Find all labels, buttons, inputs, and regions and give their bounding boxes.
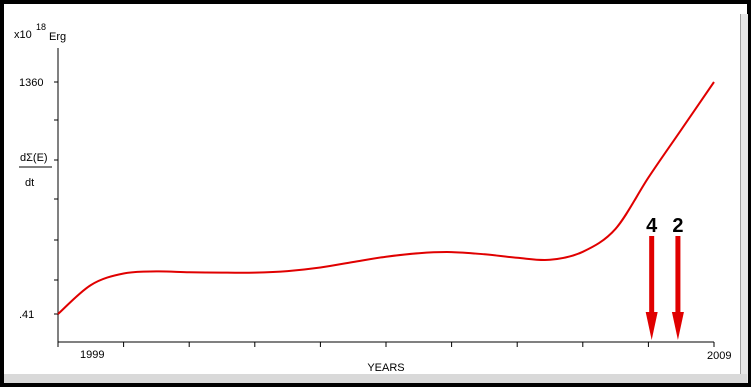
x-tick-label: 2009 (707, 350, 731, 362)
frame-bottom-edge (4, 374, 747, 383)
marker-arrow: 2 (671, 215, 684, 340)
unit-exponent: 18 (36, 22, 46, 32)
marker-head (645, 312, 658, 340)
unit-prefix: x10 (14, 29, 32, 41)
frame-right-edge (740, 14, 748, 383)
y-minor-ticks (54, 81, 58, 315)
marker-label: 2 (672, 215, 683, 237)
unit-suffix: Erg (49, 31, 66, 43)
x-tick-label: 1999 (80, 349, 104, 361)
ylabel-denominator: dt (25, 177, 34, 189)
marker-shaft (675, 236, 681, 314)
marker-head (671, 312, 684, 340)
y-tick-labels: .41 1360 (19, 77, 43, 321)
marker-label: 4 (646, 215, 658, 237)
marker-shaft (649, 236, 655, 314)
y-tick-label: .41 (19, 309, 34, 321)
series-line (57, 81, 715, 315)
xlabel: YEARS (367, 362, 404, 374)
y-tick-label: 1360 (19, 77, 43, 89)
ylabel-numerator: dΣ(E) (20, 152, 48, 164)
x-minor-ticks (57, 342, 715, 347)
marker-arrow: 4 (645, 215, 658, 340)
x-tick-labels: 1999 2009 (80, 349, 731, 362)
